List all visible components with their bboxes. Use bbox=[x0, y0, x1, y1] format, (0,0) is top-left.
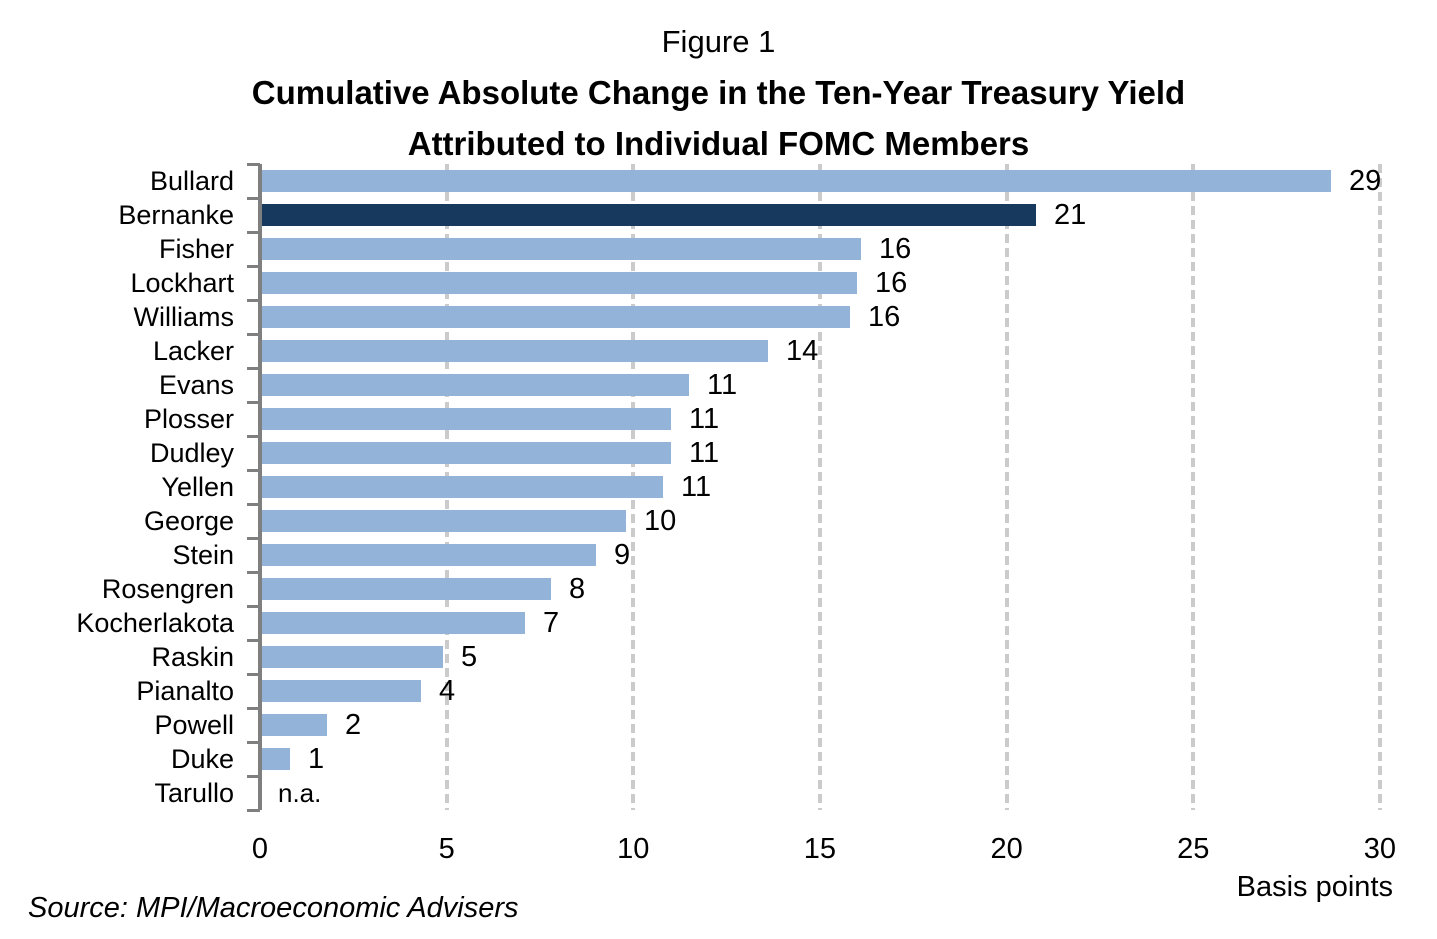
value-label-bullard: 29 bbox=[1349, 164, 1382, 197]
category-label-george: George bbox=[143, 505, 234, 536]
gridline-30 bbox=[1377, 164, 1382, 810]
y-axis-tick bbox=[247, 231, 260, 234]
y-axis-tick bbox=[247, 401, 260, 404]
y-axis-tick bbox=[247, 435, 260, 438]
category-label-stein: Stein bbox=[172, 539, 234, 570]
category-label-yellen: Yellen bbox=[161, 471, 234, 502]
bar-bullard bbox=[262, 170, 1331, 192]
y-axis-tick bbox=[247, 197, 260, 200]
y-axis-tick bbox=[247, 299, 260, 302]
value-label-lockhart: 16 bbox=[875, 266, 908, 299]
x-tick-label-20: 20 bbox=[990, 833, 1023, 865]
x-tick-label-10: 10 bbox=[617, 833, 650, 865]
bar-yellen bbox=[262, 476, 663, 498]
y-axis-tick bbox=[247, 537, 260, 540]
x-tick-label-25: 25 bbox=[1177, 833, 1210, 865]
category-label-kocherlakota: Kocherlakota bbox=[76, 607, 234, 638]
y-axis-line bbox=[258, 164, 262, 810]
category-label-pianalto: Pianalto bbox=[136, 675, 234, 706]
x-tick-label-30: 30 bbox=[1363, 833, 1397, 865]
figure-number-label: Figure 1 bbox=[661, 24, 776, 59]
category-label-raskin: Raskin bbox=[151, 641, 234, 672]
bar-fisher bbox=[262, 238, 861, 260]
bar-raskin bbox=[262, 646, 443, 668]
category-label-duke: Duke bbox=[170, 743, 234, 774]
gridline-25 bbox=[1191, 164, 1196, 810]
value-label-kocherlakota: 7 bbox=[543, 606, 560, 639]
y-axis-tick bbox=[247, 707, 260, 710]
category-label-dudley: Dudley bbox=[149, 437, 234, 468]
value-label-pianalto: 4 bbox=[439, 674, 456, 707]
y-axis-tick bbox=[247, 333, 260, 336]
category-label-williams: Williams bbox=[133, 301, 235, 332]
y-axis-tick bbox=[247, 163, 260, 166]
bar-george bbox=[262, 510, 626, 532]
y-axis-tick bbox=[247, 673, 260, 676]
bar-evans bbox=[262, 374, 689, 396]
value-label-bernanke: 21 bbox=[1054, 198, 1087, 231]
category-label-tarullo: Tarullo bbox=[154, 777, 234, 808]
value-label-lacker: 14 bbox=[786, 334, 819, 367]
bar-lacker bbox=[262, 340, 768, 362]
category-label-bullard: Bullard bbox=[149, 165, 234, 196]
category-label-evans: Evans bbox=[158, 369, 234, 400]
category-label-powell: Powell bbox=[154, 709, 234, 740]
bar-plosser bbox=[262, 408, 671, 430]
x-axis-unit-label: Basis points bbox=[1236, 871, 1393, 903]
y-axis-tick bbox=[247, 503, 260, 506]
value-label-powell: 2 bbox=[345, 708, 362, 741]
gridline-20 bbox=[1004, 164, 1009, 810]
category-label-bernanke: Bernanke bbox=[118, 199, 234, 230]
category-label-plosser: Plosser bbox=[143, 403, 234, 434]
y-axis-tick bbox=[247, 775, 260, 778]
bar-rosengren bbox=[262, 578, 551, 600]
value-label-rosengren: 8 bbox=[569, 572, 586, 605]
y-axis-tick bbox=[247, 809, 260, 812]
y-axis-tick bbox=[247, 367, 260, 370]
value-label-evans: 11 bbox=[707, 368, 738, 401]
value-label-williams: 16 bbox=[868, 300, 901, 333]
bar-powell bbox=[262, 714, 327, 736]
category-label-rosengren: Rosengren bbox=[101, 573, 234, 604]
bar-pianalto bbox=[262, 680, 421, 702]
value-label-george: 10 bbox=[644, 504, 677, 537]
y-axis-tick bbox=[247, 605, 260, 608]
chart-title-line-1: Cumulative Absolute Change in the Ten-Ye… bbox=[251, 74, 1186, 111]
source-note: Source: MPI/Macroeconomic Advisers bbox=[28, 892, 519, 924]
value-label-fisher: 16 bbox=[879, 232, 912, 265]
value-label-plosser: 11 bbox=[689, 402, 720, 435]
value-label-duke: 1 bbox=[308, 742, 325, 775]
value-label-raskin: 5 bbox=[461, 640, 478, 673]
bar-duke bbox=[262, 748, 290, 770]
value-label-yellen: 11 bbox=[681, 470, 712, 503]
chart-title-line-2: Attributed to Individual FOMC Members bbox=[407, 125, 1030, 162]
gridline-15 bbox=[817, 164, 822, 810]
x-tick-label-5: 5 bbox=[438, 833, 455, 865]
y-axis-tick bbox=[247, 571, 260, 574]
category-label-lockhart: Lockhart bbox=[130, 267, 234, 298]
bar-kocherlakota bbox=[262, 612, 525, 634]
y-axis-tick bbox=[247, 741, 260, 744]
category-label-fisher: Fisher bbox=[158, 233, 234, 264]
bar-williams bbox=[262, 306, 850, 328]
y-axis-tick bbox=[247, 469, 260, 472]
value-label-tarullo: n.a. bbox=[278, 777, 322, 808]
x-tick-label-15: 15 bbox=[803, 833, 837, 865]
bar-dudley bbox=[262, 442, 671, 464]
value-label-dudley: 11 bbox=[689, 436, 720, 469]
bar-lockhart bbox=[262, 272, 857, 294]
x-tick-label-0: 0 bbox=[251, 833, 269, 865]
bar-bernanke-highlighted bbox=[262, 204, 1036, 226]
bar-stein bbox=[262, 544, 596, 566]
y-axis-tick bbox=[247, 639, 260, 642]
category-label-lacker: Lacker bbox=[152, 335, 234, 366]
y-axis-tick bbox=[247, 265, 260, 268]
value-label-stein: 9 bbox=[614, 538, 631, 571]
